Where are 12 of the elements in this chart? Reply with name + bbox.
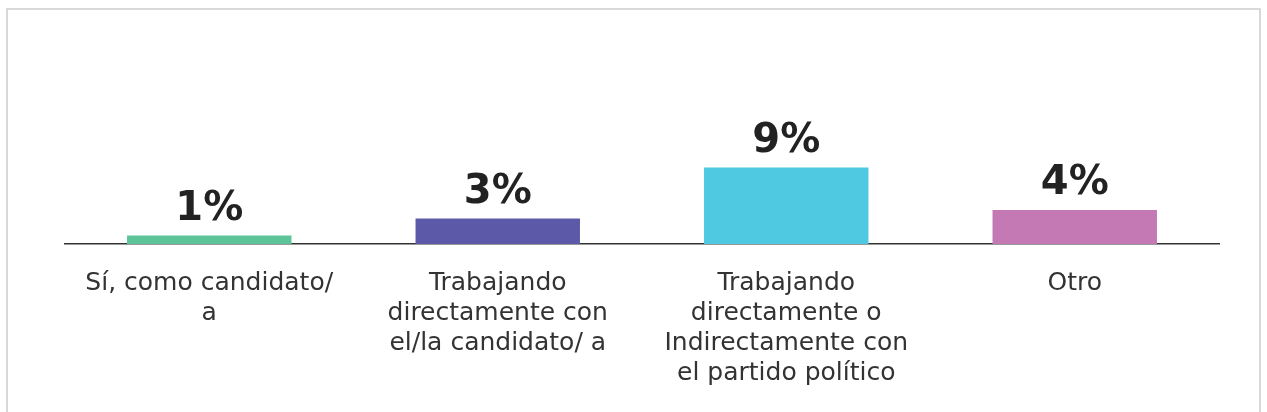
bar — [992, 210, 1157, 244]
data-label: 9% — [752, 114, 821, 161]
bar — [704, 167, 869, 244]
bar — [415, 218, 580, 244]
data-label: 1% — [175, 182, 244, 229]
x-tick-label: Trabajando directamente con el/la candidato/ a — [387, 266, 608, 356]
data-label: 4% — [1040, 157, 1109, 204]
data-label: 3% — [463, 165, 532, 212]
x-tick-label: Trabajando directamente o Indirectamente con el partido político — [664, 266, 909, 386]
x-tick-label: Sí, como candidato/ a — [85, 266, 334, 326]
x-tick-label: Otro — [1047, 266, 1103, 296]
bar — [127, 235, 292, 244]
